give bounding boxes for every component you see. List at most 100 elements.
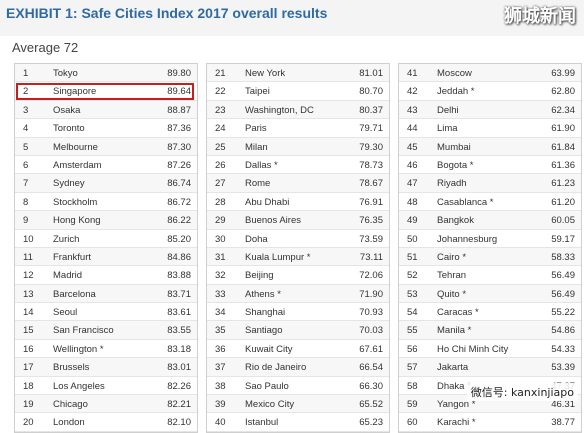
city-cell: Los Angeles — [53, 380, 105, 392]
table-row: 14 Seoul 83.61 — [15, 303, 197, 322]
city-cell: Tokyo — [53, 68, 78, 79]
rank-cell: 19 — [23, 399, 34, 411]
city-cell: Santiago — [245, 325, 283, 337]
rank-cell: 53 — [407, 288, 418, 300]
city-cell: Moscow — [437, 68, 472, 79]
rank-cell: 58 — [407, 380, 418, 392]
city-cell: Dallas * — [245, 159, 278, 171]
wechat-watermark: 微信号: kanxinjiapo — [466, 383, 578, 401]
score-cell: 80.37 — [359, 104, 383, 116]
table-row: 6 Amsterdam 87.26 — [15, 156, 197, 175]
rank-cell: 56 — [407, 343, 418, 355]
rank-cell: 55 — [407, 325, 418, 337]
score-cell: 46.31 — [551, 399, 575, 411]
rank-cell: 59 — [407, 399, 418, 411]
city-cell: Singapore — [53, 86, 97, 98]
rank-cell: 18 — [23, 380, 34, 392]
score-cell: 83.18 — [167, 343, 191, 355]
chart-title: EXHIBIT 1: Safe Cities Index 2017 overal… — [6, 5, 328, 21]
table-row: 53 Quito * 56.49 — [399, 284, 581, 304]
city-cell: Shanghai — [245, 307, 286, 319]
score-cell: 78.67 — [359, 178, 383, 190]
rank-cell: 51 — [407, 251, 418, 263]
score-cell: 82.10 — [167, 417, 191, 429]
city-cell: Zurich — [53, 233, 80, 245]
table-row: 47 Riyadh 61.23 — [399, 174, 581, 193]
table-row: 55 Manila * 54.86 — [399, 321, 581, 340]
table-row: 31 Kuala Lumpur * 73.11 — [207, 247, 389, 267]
score-cell: 60.05 — [551, 215, 575, 227]
city-cell: Istanbul — [245, 417, 279, 429]
rank-cell: 6 — [23, 159, 29, 171]
city-cell: Frankfurt — [53, 251, 92, 263]
table-row: 30 Doha 73.59 — [207, 230, 389, 248]
rank-cell: 42 — [407, 86, 418, 98]
score-cell: 87.26 — [167, 159, 191, 171]
rank-cell: 26 — [215, 159, 226, 171]
rank-cell: 22 — [215, 86, 226, 98]
rank-cell: 44 — [407, 123, 418, 135]
ranking-column-3: 41 Moscow 63.99 42 Jeddah * 62.80 43 Delhi 62.34… — [398, 63, 582, 433]
city-cell: Yangon * — [437, 399, 476, 411]
score-cell: 61.23 — [551, 178, 575, 190]
table-row: 44 Lima 61.90 — [399, 119, 581, 138]
rank-cell: 11 — [23, 251, 33, 263]
table-row: 5 Melbourne 87.30 — [15, 137, 197, 156]
city-cell: London — [53, 417, 85, 429]
average-label: Average 72 — [12, 40, 79, 55]
table-row: 48 Casablanca * 61.20 — [399, 193, 581, 212]
table-row: 11 Frankfurt 84.86 — [15, 247, 197, 267]
rank-cell: 57 — [407, 362, 418, 374]
table-row: 39 Mexico City 65.52 — [207, 395, 389, 414]
rank-cell: 25 — [215, 141, 226, 153]
score-cell: 87.36 — [167, 123, 191, 135]
city-cell: Melbourne — [53, 141, 98, 153]
city-cell: Toronto — [53, 123, 85, 135]
city-cell: Cairo * — [437, 251, 467, 263]
city-cell: Abu Dhabi — [245, 196, 290, 208]
city-cell: Mexico City — [245, 399, 295, 411]
rank-cell: 2 — [23, 86, 29, 98]
table-row: 17 Brussels 83.01 — [15, 358, 197, 377]
city-cell: Brussels — [53, 362, 90, 374]
score-cell: 61.84 — [551, 141, 575, 153]
table-row: 32 Beijing 72.06 — [207, 266, 389, 285]
score-cell: 83.55 — [167, 325, 191, 337]
score-cell: 84.86 — [167, 251, 191, 263]
table-row: 18 Los Angeles 82.26 — [15, 377, 197, 396]
city-cell: Beijing — [245, 270, 274, 282]
rank-cell: 52 — [407, 270, 418, 282]
city-cell: Jeddah * — [437, 86, 475, 98]
table-row: 16 Wellington * 83.18 — [15, 340, 197, 359]
table-row: 28 Abu Dhabi 76.91 — [207, 193, 389, 212]
score-cell: 86.74 — [167, 178, 191, 190]
table-row: 57 Jakarta 53.39 — [399, 358, 581, 377]
city-cell: Sao Paulo — [245, 380, 289, 392]
city-cell: Paris — [245, 123, 267, 135]
city-cell: Quito * — [437, 288, 467, 300]
rank-cell: 40 — [215, 417, 226, 429]
score-cell: 83.88 — [167, 270, 191, 282]
city-cell: Kuwait City — [245, 343, 293, 355]
rank-cell: 35 — [215, 325, 226, 337]
table-row: 10 Zurich 85.20 — [15, 230, 197, 248]
rank-cell: 36 — [215, 343, 226, 355]
rank-cell: 45 — [407, 141, 418, 153]
score-cell: 79.71 — [359, 123, 383, 135]
score-cell: 76.91 — [359, 196, 383, 208]
table-row: 51 Cairo * 58.33 — [399, 247, 581, 267]
table-row: 35 Santiago 70.03 — [207, 321, 389, 340]
score-cell: 82.26 — [167, 380, 191, 392]
city-cell: Dhaka * — [437, 380, 471, 392]
score-cell: 79.30 — [359, 141, 383, 153]
table-row: 41 Moscow 63.99 — [399, 64, 581, 83]
score-cell: 85.20 — [167, 233, 191, 245]
table-row: 25 Milan 79.30 — [207, 137, 389, 156]
score-cell: 78.73 — [359, 159, 383, 171]
score-cell: 80.70 — [359, 86, 383, 98]
rank-cell: 54 — [407, 307, 418, 319]
rank-cell: 48 — [407, 196, 418, 208]
city-cell: Washington, DC — [245, 104, 314, 116]
city-cell: Rome — [245, 178, 271, 190]
table-row: 46 Bogota * 61.36 — [399, 156, 581, 175]
